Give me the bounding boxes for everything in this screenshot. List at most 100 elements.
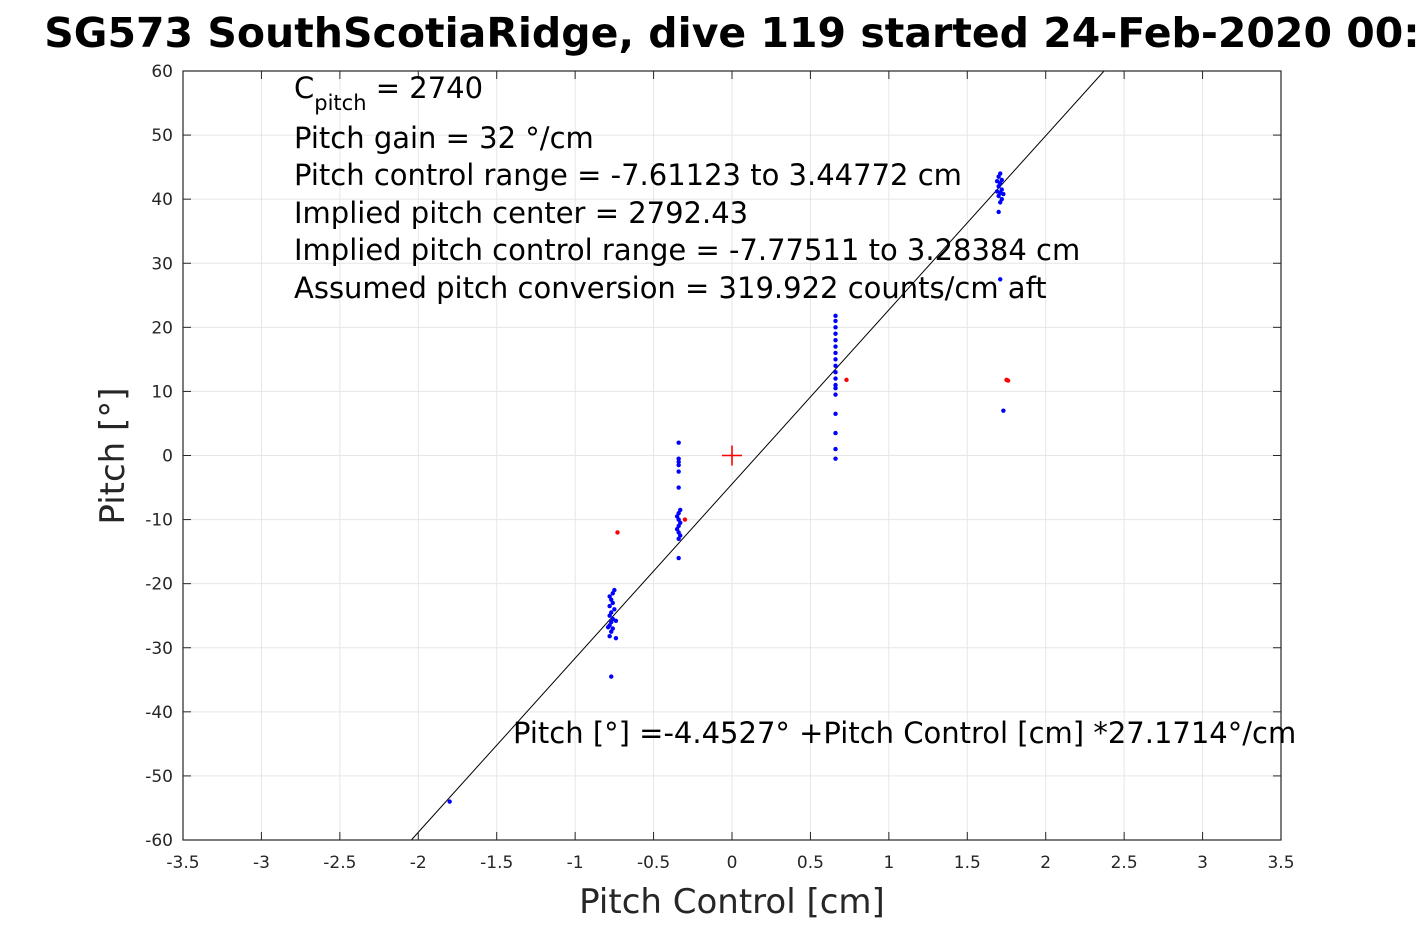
data-point: [833, 337, 838, 343]
x-tick-label: -2: [410, 853, 427, 873]
data-point: [676, 456, 681, 461]
data-point: [833, 411, 838, 417]
data-point: [844, 377, 849, 383]
annotation-pitch-gain: Pitch gain = 32 °/cm: [294, 121, 594, 155]
y-tick-label: 30: [151, 254, 173, 274]
y-axis-label: Pitch [°]: [93, 387, 133, 524]
data-point: [676, 485, 681, 490]
data-point: [833, 430, 838, 436]
data-point: [998, 277, 1003, 282]
data-point: [833, 363, 838, 368]
data-point: [999, 196, 1004, 202]
data-point: [678, 507, 683, 513]
x-tick-label: 3: [1197, 853, 1208, 873]
fit-line: [410, 70, 1105, 841]
annotation-cpitch-sub: pitch: [314, 91, 366, 115]
data-point: [999, 177, 1004, 183]
data-point: [607, 634, 612, 639]
y-tick-label: -30: [145, 639, 173, 659]
x-tick-label: 1: [883, 853, 894, 873]
x-tick-label: 2: [1040, 853, 1051, 873]
x-tick-label: 3.5: [1267, 853, 1294, 873]
y-tick-label: 0: [162, 447, 173, 467]
data-point: [833, 392, 838, 397]
data-point: [609, 674, 614, 679]
data-point: [998, 171, 1003, 176]
data-point: [676, 469, 681, 474]
annotation-pitch-control-range: Pitch control range = -7.61123 to 3.4477…: [294, 158, 962, 192]
x-tick-label: -2.5: [323, 853, 356, 873]
data-point: [833, 369, 838, 375]
data-point: [676, 440, 681, 445]
annotation-fit-equation: Pitch [°] =-4.4527° +Pitch Control [cm] …: [513, 716, 1296, 750]
x-tick-label: 1.5: [954, 853, 981, 873]
data-point: [994, 179, 1000, 184]
x-tick-label: -3: [253, 853, 270, 873]
y-tick-label: -40: [145, 703, 173, 723]
data-point: [676, 459, 681, 465]
y-tick-label: 60: [151, 62, 173, 82]
data-point: [833, 382, 838, 388]
data-point: [607, 594, 612, 599]
data-point: [609, 610, 614, 615]
y-tick-label: 10: [151, 382, 173, 402]
fit-line-group: [410, 70, 1105, 841]
data-point: [833, 446, 838, 452]
data-point: [1005, 378, 1011, 383]
data-point: [613, 635, 619, 641]
x-tick-label: 0.5: [797, 853, 824, 873]
annotation-cpitch: Cpitch = 2740: [294, 71, 483, 115]
data-point: [833, 325, 838, 330]
x-ticks: -3.5 -3 -2.5 -2 -1.5 -1 -0.5 0 0.5 1 1.5 2 2.5 3 3.5: [166, 71, 1295, 873]
annotation-implied-pitch-center: Implied pitch center = 2792.43: [294, 196, 748, 230]
data-point: [833, 344, 838, 349]
data-point: [833, 350, 838, 356]
data-point: [613, 618, 619, 624]
data-point: [610, 626, 615, 631]
data-point: [605, 625, 611, 630]
data-point: [996, 209, 1001, 215]
data-point: [682, 517, 688, 522]
annotation-cpitch-value: = 2740: [367, 71, 484, 105]
x-tick-label: -3.5: [166, 853, 199, 873]
y-tick-label: -20: [145, 575, 173, 595]
y-ticks: -60 -50 -40 -30 -20 -10 0 10 20 30 40 50 60: [145, 62, 1281, 851]
y-tick-label: 40: [151, 190, 173, 210]
data-point: [833, 318, 838, 324]
x-tick-label: -1.5: [480, 853, 513, 873]
data-point: [999, 187, 1004, 192]
data-point: [833, 386, 838, 391]
data-point: [1001, 191, 1006, 197]
data-point: [676, 462, 681, 468]
data-point: [607, 603, 612, 609]
annotation-implied-pitch-control-range: Implied pitch control range = -7.77511 t…: [294, 233, 1080, 267]
chart-title: SG573 SouthScotiaRidge, dive 119 started…: [44, 9, 1417, 57]
data-point: [612, 587, 617, 593]
data-points: [447, 171, 1011, 804]
data-point: [833, 331, 838, 336]
data-point: [612, 607, 617, 612]
x-tick-label: 0: [727, 853, 738, 873]
x-axis-label: Pitch Control [cm]: [579, 882, 885, 922]
y-tick-label: -50: [145, 767, 173, 787]
data-point: [447, 799, 452, 804]
annotation-assumed-pitch-conversion: Assumed pitch conversion = 319.922 count…: [294, 271, 1047, 305]
data-point: [833, 456, 838, 461]
y-tick-label: 50: [151, 126, 173, 146]
x-tick-label: 2.5: [1111, 853, 1138, 873]
data-point: [615, 530, 620, 535]
x-tick-label: -0.5: [637, 853, 670, 873]
annotation-cpitch-main: C: [294, 71, 314, 105]
data-point: [1001, 408, 1006, 413]
data-point: [833, 357, 838, 362]
y-tick-label: 20: [151, 318, 173, 338]
y-tick-label: -10: [145, 511, 173, 531]
data-point: [676, 555, 681, 561]
center-marker-group: [722, 445, 742, 466]
x-tick-label: -1: [567, 853, 584, 873]
y-tick-label: -60: [145, 831, 173, 851]
data-point: [994, 189, 1000, 194]
data-point: [833, 376, 838, 381]
data-point: [833, 313, 838, 318]
